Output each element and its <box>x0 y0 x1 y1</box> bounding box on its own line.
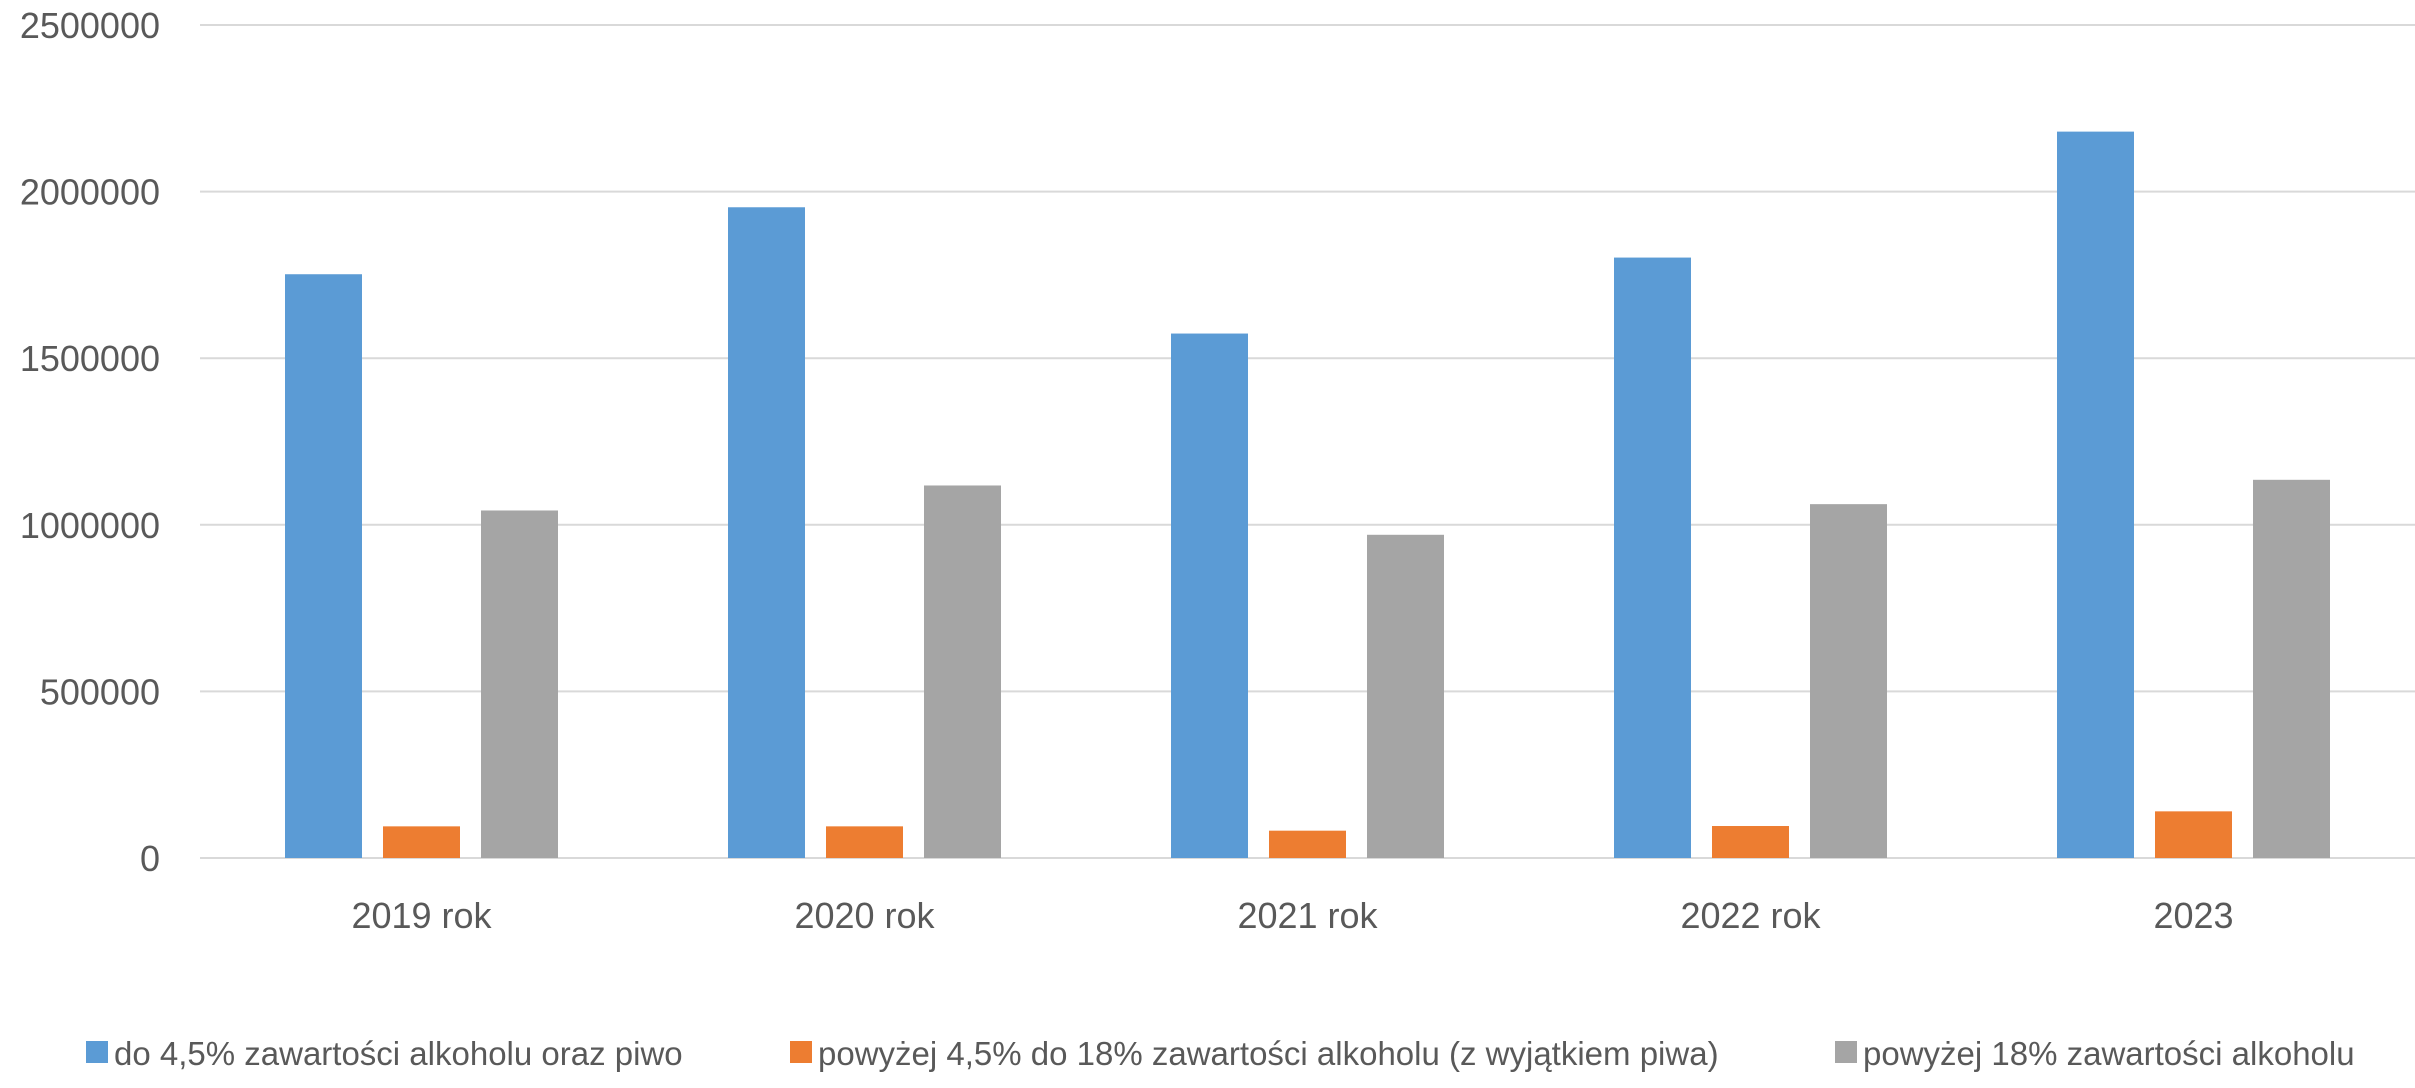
bar-series-1-2 <box>728 207 805 859</box>
bar-series-1-1 <box>285 274 362 858</box>
legend-swatch <box>1835 1041 1857 1063</box>
y-tick-label: 1500000 <box>20 338 160 379</box>
y-tick-label: 0 <box>140 838 160 879</box>
legend-label: do 4,5% zawartości alkoholu oraz piwo <box>114 1035 683 1072</box>
bar-series-3-4 <box>1810 504 1887 858</box>
y-tick-label: 500000 <box>40 671 160 712</box>
bar-series-3-5 <box>2253 479 2330 858</box>
x-category-label: 2020 rok <box>794 895 935 936</box>
x-axis-categories: 2019 rok 2020 rok 2021 rok 2022 rok 2023 <box>351 895 2233 936</box>
bar-series-3-2 <box>924 485 1001 858</box>
legend-swatch <box>86 1041 108 1063</box>
legend-label: powyżej 18% zawartości alkoholu <box>1863 1035 2355 1072</box>
legend-label: powyżej 4,5% do 18% zawartości alkoholu … <box>818 1035 1719 1072</box>
x-category-label: 2023 <box>2153 895 2233 936</box>
x-category-label: 2019 rok <box>351 895 492 936</box>
bar-series-1-4 <box>1614 257 1691 858</box>
y-tick-label: 2500000 <box>20 5 160 46</box>
bars <box>285 131 2330 859</box>
bar-series-1-5 <box>2057 131 2134 858</box>
legend-swatch <box>790 1041 812 1063</box>
y-tick-label: 2000000 <box>20 172 160 213</box>
y-tick-label: 1000000 <box>20 505 160 546</box>
y-axis-ticks: 0 500000 1000000 1500000 2000000 2500000 <box>20 5 160 879</box>
bar-series-2-2 <box>826 826 903 858</box>
bar-series-3-1 <box>481 510 558 858</box>
x-category-label: 2021 rok <box>1237 895 1378 936</box>
legend: do 4,5% zawartości alkoholu oraz piwo pow… <box>86 1035 2355 1072</box>
bar-series-2-5 <box>2155 811 2232 858</box>
bar-series-2-1 <box>383 826 460 858</box>
bar-series-2-4 <box>1712 826 1789 858</box>
bar-series-1-3 <box>1171 333 1248 858</box>
bar-series-2-3 <box>1269 830 1346 858</box>
x-category-label: 2022 rok <box>1680 895 1821 936</box>
bar-series-3-3 <box>1367 534 1444 858</box>
gridlines <box>200 24 2415 859</box>
